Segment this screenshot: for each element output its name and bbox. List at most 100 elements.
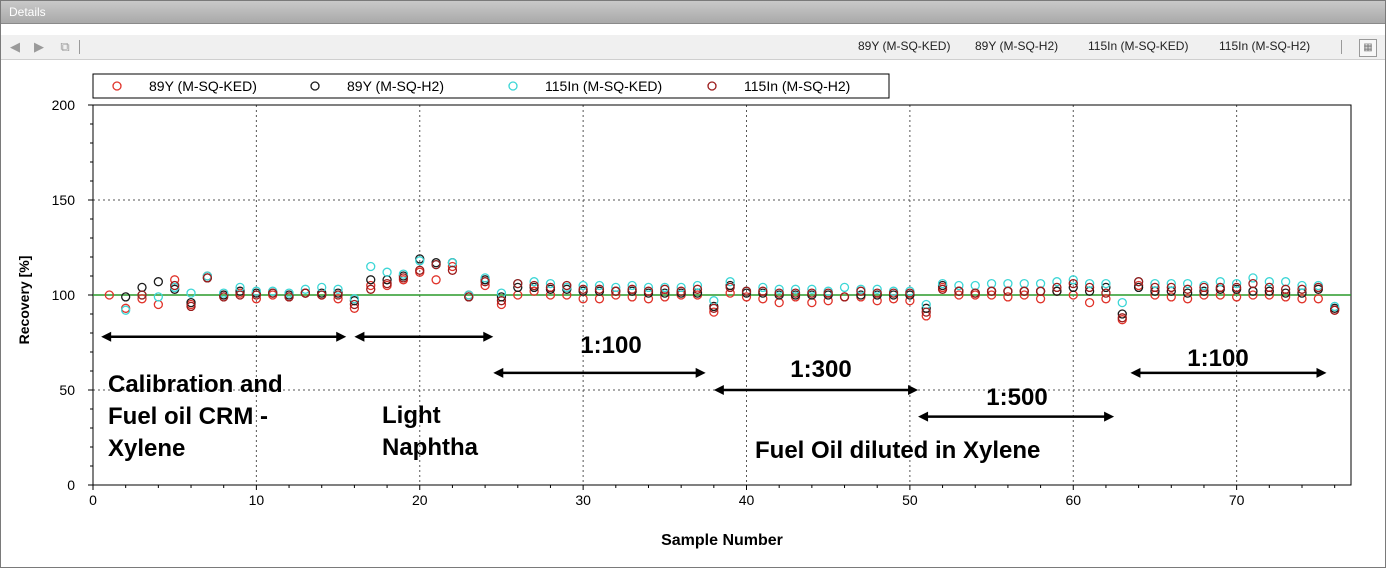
- data-point: [1019, 278, 1029, 289]
- data-point: [807, 284, 817, 294]
- data-point: [1133, 282, 1144, 293]
- data-point: [937, 278, 948, 289]
- legend-marker: [310, 81, 320, 91]
- data-point: [1150, 278, 1160, 289]
- data-point: [627, 284, 637, 294]
- legend[interactable]: 89Y (M-SQ-KED) 89Y (M-SQ-H2) 115In (M-SQ-K…: [92, 73, 890, 99]
- y-axis-label: Recovery [%]: [16, 256, 32, 345]
- legend-entry: 115In (M-SQ-KED): [545, 78, 662, 94]
- data-point: [954, 290, 964, 300]
- data-point: [741, 292, 752, 302]
- legend-entry: 115In (M-SQ-H2): [744, 78, 850, 94]
- data-point: [611, 282, 621, 293]
- legend-entry: 89Y (M-SQ-KED): [149, 78, 257, 94]
- data-point: [643, 286, 654, 296]
- data-point: [594, 294, 605, 304]
- copy-icon[interactable]: ⧉: [60, 39, 70, 54]
- data-point: [121, 292, 131, 302]
- first-icon[interactable]: ◀: [10, 39, 20, 54]
- data-point: [1199, 282, 1209, 293]
- data-point: [954, 280, 964, 291]
- toolbar-series-label[interactable]: 89Y (M-SQ-H2): [975, 39, 1059, 53]
- data-point: [1150, 282, 1160, 293]
- data-point: [839, 282, 850, 293]
- window-titlebar: Details: [1, 1, 1385, 24]
- data-point: [447, 265, 458, 275]
- data-point: [398, 273, 409, 283]
- data-point: [1297, 280, 1307, 291]
- data-point: [578, 280, 588, 291]
- data-point: [496, 292, 507, 302]
- data-point: [415, 265, 425, 275]
- data-point: [1264, 277, 1274, 287]
- data-point: [709, 303, 719, 313]
- data-point: [790, 284, 801, 294]
- data-point: [545, 278, 556, 289]
- data-point: [774, 288, 784, 298]
- data-point: [594, 280, 605, 291]
- data-point: [562, 280, 572, 291]
- data-point: [186, 301, 196, 312]
- y-tick-label: 50: [59, 382, 75, 398]
- toolbar-divider: [79, 40, 80, 54]
- annotation-label: 1:500: [986, 384, 1047, 411]
- axes: 0 10 20 30 40 50 60 70 0 50 100 150 200: [52, 97, 1352, 508]
- data-point: [807, 288, 817, 298]
- data-point: [1035, 278, 1046, 289]
- data-point: [431, 259, 441, 270]
- data-point: [986, 290, 997, 300]
- arrow-head-left: [101, 331, 112, 342]
- toolbar-series-label[interactable]: 89Y (M-SQ-KED): [858, 39, 951, 53]
- data-point: [415, 256, 425, 266]
- data-point: [986, 278, 997, 289]
- annotation-label: 1:300: [790, 356, 851, 383]
- data-point: [1101, 288, 1111, 298]
- data-point: [1248, 290, 1258, 300]
- data-point: [872, 288, 882, 298]
- annotation-label: 1:100: [1187, 345, 1248, 372]
- data-point: [578, 284, 588, 294]
- data-point: [170, 280, 180, 291]
- data-point: [921, 303, 931, 313]
- data-point: [1330, 301, 1340, 312]
- toolbar-series-label[interactable]: 115In (M-SQ-H2): [1219, 39, 1311, 53]
- data-point: [1117, 297, 1127, 308]
- toolbar-series-label[interactable]: 115In (M-SQ-KED): [1088, 39, 1189, 53]
- data-point: [431, 275, 441, 285]
- data-point: [186, 297, 196, 308]
- data-point: [594, 284, 605, 294]
- data-point: [202, 273, 213, 283]
- settings-icon[interactable]: ▦: [1359, 39, 1377, 57]
- data-point: [219, 292, 229, 302]
- annotation-label: Fuel Oil diluted in Xylene: [755, 437, 1040, 464]
- data-point: [300, 284, 311, 294]
- y-tick-label: 200: [52, 97, 76, 113]
- data-point: [1280, 288, 1291, 298]
- annotation-label: Xylene: [108, 435, 185, 462]
- annotation-label: Fuel oil CRM -: [108, 403, 268, 430]
- data-point: [480, 273, 490, 283]
- data-point: [1117, 313, 1127, 323]
- data-point: [1052, 277, 1062, 287]
- data-point: [1035, 286, 1046, 296]
- x-tick-label: 40: [739, 492, 755, 508]
- arrow-head-right: [1316, 367, 1327, 378]
- data-point: [725, 282, 735, 293]
- data-point: [1166, 292, 1176, 302]
- data-point: [382, 267, 392, 277]
- data-point: [251, 290, 262, 300]
- legend-entry: 89Y (M-SQ-H2): [347, 78, 444, 94]
- data-point: [627, 280, 637, 291]
- data-point: [366, 284, 376, 294]
- data-point: [1166, 278, 1176, 289]
- window-title: Details: [9, 5, 46, 19]
- arrow-head-left: [713, 385, 724, 395]
- data-point: [709, 307, 719, 317]
- legend-marker: [707, 81, 717, 91]
- toolbar-divider: [1341, 40, 1342, 54]
- next-icon[interactable]: ▶: [34, 39, 44, 54]
- data-point: [741, 286, 752, 296]
- arrow-head-right: [336, 331, 347, 342]
- data-point: [1264, 286, 1274, 296]
